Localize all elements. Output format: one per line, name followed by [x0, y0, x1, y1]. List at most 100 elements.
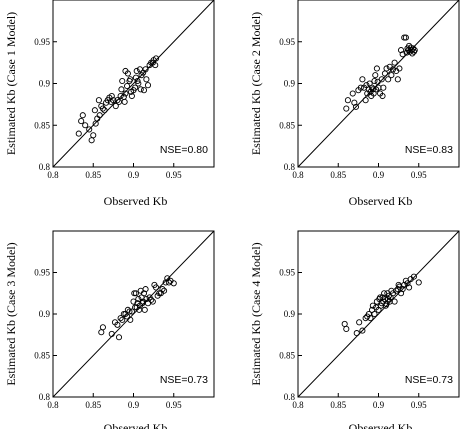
scatter-point [119, 77, 126, 85]
scatter-point [397, 290, 405, 297]
scatter-point [349, 90, 356, 97]
nse-annotation: NSE=0.73 [160, 374, 208, 386]
scatter-point [99, 324, 106, 331]
x-axis-label: Observed Kb [104, 194, 168, 208]
scatter-point [91, 107, 98, 114]
scatter-point [127, 316, 134, 323]
x-tick-label: 0.8 [292, 400, 304, 410]
x-tick-label: 0.85 [330, 170, 346, 180]
scatter-point [411, 47, 418, 54]
y-tick-label: 0.9 [284, 79, 296, 89]
scatter-point [90, 132, 97, 139]
scatter-point [393, 287, 400, 294]
scatter-point [115, 334, 123, 341]
scatter-point [140, 87, 148, 94]
scatter-point [110, 97, 117, 104]
scatter-point [404, 280, 411, 287]
y-axis-label: Estimated Kb (Case 1 Model) [4, 12, 18, 155]
scatter-point [88, 137, 95, 144]
scatter-point [396, 65, 403, 72]
x-tick-label: 0.8 [47, 400, 59, 410]
x-axis-label: Observed Kb [349, 194, 413, 208]
scatter-point [99, 105, 106, 112]
x-tick-label: 0.8 [47, 170, 59, 180]
x-tick-label: 0.9 [128, 170, 140, 180]
scatter-point [152, 55, 160, 62]
scatter-point [406, 284, 413, 291]
scatter-point [135, 80, 142, 87]
x-tick-label: 0.8 [292, 170, 304, 180]
y-tick-label: 0.95 [34, 268, 50, 278]
y-axis-label: Estimated Kb (Case 2 Model) [249, 12, 263, 155]
scatter-point [385, 76, 392, 83]
scatter-point [75, 130, 82, 137]
x-axis-label: Observed Kb [349, 421, 413, 429]
scatter-point [79, 112, 86, 119]
scatter-point [132, 84, 139, 91]
panel-4: 0.8 0.85 0.9 0.95 0.8 0.85 0.9 0.95 NSE=0.73 Obse… [249, 230, 460, 429]
scatter-point [124, 306, 131, 313]
scatter-point [359, 76, 366, 83]
x-tick-label: 0.85 [85, 400, 101, 410]
scatter-point [401, 34, 408, 41]
scatter-point [86, 126, 93, 133]
scatter-point [130, 298, 137, 305]
scatter-point [383, 65, 390, 72]
scatter-point [343, 325, 350, 332]
scatter-point [381, 290, 388, 297]
one-to-one-line [52, 0, 215, 168]
scatter-point [117, 92, 124, 100]
scatter-point [124, 313, 131, 320]
x-tick-label: 0.85 [85, 170, 101, 180]
scatter-point [156, 290, 163, 297]
y-tick-label: 0.95 [34, 37, 50, 47]
scatter-point [114, 321, 121, 328]
scatter-point [351, 99, 358, 106]
scatter-point [359, 327, 366, 334]
scatter-point [399, 51, 406, 58]
y-tick-label: 0.85 [279, 120, 295, 130]
y-tick-label: 0.85 [34, 351, 50, 361]
scatter-point [399, 286, 406, 293]
scatter-point [112, 102, 119, 110]
x-tick-label: 0.95 [411, 400, 427, 410]
y-axis-label: Estimated Kb (Case 3 Model) [4, 242, 18, 385]
scatter-point [101, 107, 108, 114]
scatter-point [373, 65, 380, 72]
scatter-point [148, 296, 155, 303]
one-to-one-line [297, 0, 460, 168]
scatter-point [134, 77, 141, 85]
scatter-point [108, 330, 115, 337]
nse-annotation: NSE=0.80 [160, 144, 208, 156]
scatter-point [142, 66, 149, 73]
scatter-point [391, 298, 398, 305]
nse-annotation: NSE=0.83 [405, 144, 453, 156]
scatter-point [415, 279, 422, 286]
scatter-point [121, 98, 128, 105]
y-tick-label: 0.8 [284, 162, 296, 172]
y-tick-label: 0.8 [284, 392, 296, 402]
scatter-point [357, 84, 364, 91]
scatter-point [397, 47, 405, 54]
scatter-point [371, 77, 378, 85]
scatter-point [117, 315, 124, 322]
x-tick-label: 0.85 [330, 400, 346, 410]
panel-1: 0.8 0.85 0.9 0.95 0.8 0.85 0.9 0.95 NSE=0.80 Obse… [4, 0, 215, 208]
scatter-point [82, 122, 89, 129]
scatter-point [92, 120, 99, 127]
scatter-point [78, 118, 85, 125]
scatter-point [126, 308, 133, 315]
scatter-point [391, 59, 398, 66]
scatter-point [402, 34, 409, 41]
panel-3: 0.8 0.85 0.9 0.95 0.8 0.85 0.9 0.95 NSE=0.73 Obse… [4, 230, 215, 429]
scatter-point [159, 286, 166, 293]
scatter-point [137, 86, 144, 93]
scatter-point [135, 296, 142, 303]
scatter-point [356, 319, 363, 326]
scatter-point [353, 330, 360, 337]
x-tick-label: 0.9 [373, 400, 385, 410]
scatter-point [344, 97, 351, 104]
scatter-point [114, 97, 121, 104]
y-tick-label: 0.85 [279, 351, 295, 361]
